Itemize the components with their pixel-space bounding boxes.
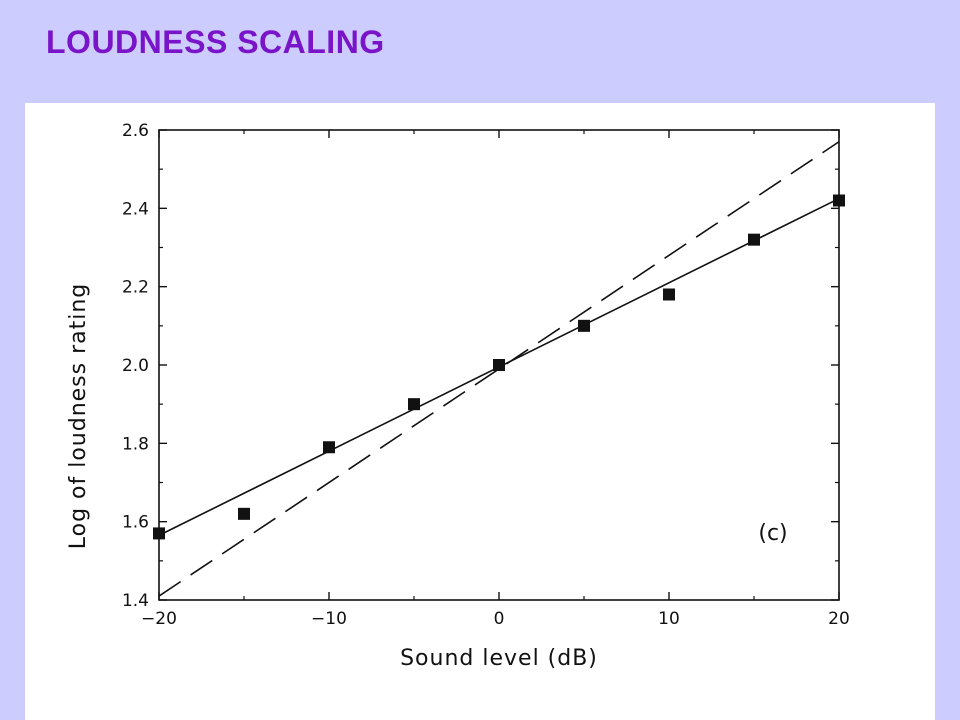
data-point bbox=[578, 319, 590, 332]
x-axis-title: Sound level (dB) bbox=[400, 646, 598, 671]
y-tick-label: 2.6 bbox=[122, 121, 149, 141]
data-point bbox=[663, 288, 675, 301]
data-point bbox=[833, 194, 845, 207]
x-tick-label: 0 bbox=[494, 609, 505, 629]
y-tick-label: 2.4 bbox=[122, 199, 149, 219]
axis-ticks: −20 −10 0 10 20 1.4 1.6 1.8 2.0 2.2 2.4 2.6 bbox=[122, 121, 850, 629]
y-tick-label: 2.2 bbox=[122, 278, 149, 298]
reference-line-dashed bbox=[158, 141, 840, 597]
data-points bbox=[153, 194, 845, 540]
x-tick-label: −20 bbox=[141, 609, 177, 629]
y-tick-label: 2.0 bbox=[122, 356, 149, 376]
y-tick-label: 1.6 bbox=[122, 513, 149, 533]
data-point bbox=[748, 233, 760, 246]
data-point bbox=[153, 527, 165, 540]
data-point bbox=[238, 507, 250, 520]
y-tick-label: 1.4 bbox=[122, 591, 149, 611]
slide-title: LOUDNESS SCALING bbox=[46, 24, 385, 60]
y-axis-title: Log of loudness rating bbox=[66, 283, 91, 550]
x-tick-label: −10 bbox=[311, 609, 347, 629]
y-tick-label: 1.8 bbox=[122, 434, 149, 454]
data-point bbox=[493, 359, 505, 371]
x-tick-label: 10 bbox=[658, 609, 680, 629]
panel-label-c: (c) bbox=[758, 521, 787, 546]
figure-panel: −20 −10 0 10 20 1.4 1.6 1.8 2.0 2.2 2.4 2.6 Sound l… bbox=[25, 103, 935, 720]
data-point bbox=[408, 398, 420, 411]
loudness-chart: −20 −10 0 10 20 1.4 1.6 1.8 2.0 2.2 2.4 2.6 Sound l… bbox=[66, 121, 850, 671]
x-tick-label: 20 bbox=[828, 609, 850, 629]
data-point bbox=[323, 441, 335, 454]
